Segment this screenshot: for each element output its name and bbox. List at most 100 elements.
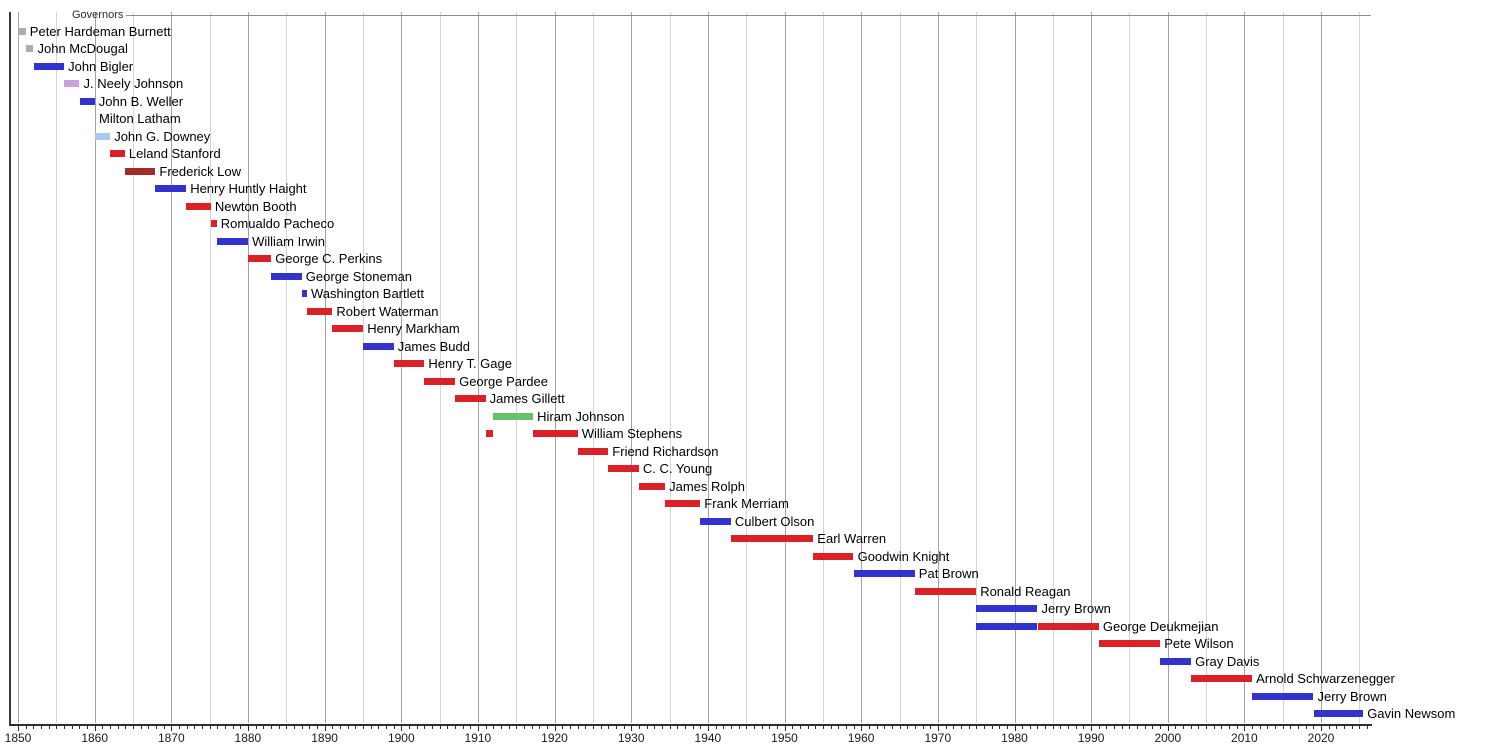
- term-bar: [33, 62, 65, 70]
- term-bar: [914, 587, 977, 595]
- governor-name-label: Hiram Johnson: [537, 408, 625, 424]
- grid-line-2000: [1167, 12, 1169, 723]
- governor-name-label: John McDougal: [37, 41, 128, 56]
- x-tick-label-1930: 1930: [617, 730, 645, 745]
- x-tick-label-2020: 2020: [1307, 730, 1335, 745]
- x-tick-1911: [485, 725, 487, 729]
- x-tick-2012: [1259, 725, 1261, 729]
- x-tick-2024: [1351, 725, 1353, 729]
- x-tick-1906: [447, 725, 449, 729]
- grid-line-1915: [516, 12, 518, 723]
- term-bar: [17, 27, 26, 35]
- term-bar: [492, 412, 533, 420]
- grid-line-2005: [1206, 12, 1208, 723]
- x-tick-1969: [930, 725, 932, 729]
- x-tick-1880: [247, 725, 249, 731]
- governor-name-label: Henry Huntly Haight: [190, 181, 307, 196]
- governor-name-label: Peter Hardeman Burnett: [29, 23, 171, 39]
- x-tick-1925: [592, 725, 594, 729]
- x-tick-1872: [186, 725, 188, 729]
- x-tick-1909: [470, 725, 472, 729]
- x-tick-1923: [577, 725, 579, 729]
- governor-name-label: Milton Latham: [99, 111, 181, 126]
- governor-name-label: John Bigler: [68, 58, 134, 74]
- term-bar: [124, 167, 156, 175]
- x-tick-2007: [1221, 725, 1223, 729]
- x-tick-1866: [140, 725, 142, 729]
- x-tick-1996: [1137, 725, 1139, 729]
- x-tick-1864: [125, 725, 127, 729]
- x-tick-1952: [799, 725, 801, 729]
- x-tick-1891: [332, 725, 334, 729]
- x-tick-1863: [117, 725, 119, 729]
- governor-name-label: Frank Merriam: [704, 496, 789, 511]
- term-bar: [155, 185, 187, 192]
- grid-line-1945: [746, 12, 748, 723]
- x-tick-1897: [378, 725, 380, 729]
- x-tick-1871: [179, 725, 180, 729]
- x-tick-1884: [278, 725, 280, 729]
- x-tick-2025: [1359, 725, 1361, 729]
- x-tick-2010: [1244, 725, 1246, 731]
- grid-line-1925: [592, 12, 594, 723]
- x-tick-1912: [493, 725, 495, 729]
- x-tick-1974: [968, 725, 970, 729]
- x-tick-1994: [1121, 725, 1123, 729]
- x-tick-1956: [830, 725, 832, 729]
- x-tick-1902: [416, 725, 418, 729]
- governor-name-label: James Budd: [397, 338, 470, 354]
- x-tick-1893: [347, 725, 349, 729]
- grid-line-1905: [439, 12, 441, 723]
- x-tick-1945: [746, 725, 748, 729]
- chart-title: Governors: [72, 9, 124, 21]
- grid-line-1970: [937, 12, 939, 723]
- x-tick-1990: [1091, 725, 1093, 731]
- x-tick-1982: [1029, 725, 1031, 729]
- term-bar: [976, 605, 1038, 612]
- term-bar: [638, 482, 665, 490]
- x-tick-1939: [700, 725, 702, 729]
- governor-name-label: Henry Markham: [367, 321, 460, 336]
- governor-name-label: George C. Perkins: [275, 251, 383, 266]
- x-tick-1928: [615, 725, 617, 729]
- governor-name-label: William Irwin: [252, 233, 326, 249]
- x-tick-1998: [1152, 725, 1154, 729]
- x-tick-1850: [18, 725, 19, 731]
- x-tick-1865: [133, 725, 134, 729]
- grid-line-1935: [669, 12, 671, 723]
- grid-line-1865: [133, 12, 134, 723]
- grid-line-1900: [401, 12, 403, 723]
- x-tick-label-1990: 1990: [1077, 730, 1105, 745]
- x-tick-2000: [1167, 725, 1169, 731]
- x-tick-1976: [983, 725, 985, 729]
- x-tick-1889: [316, 725, 318, 729]
- x-tick-1971: [945, 725, 947, 729]
- x-tick-label-1960: 1960: [847, 730, 875, 745]
- x-tick-1916: [523, 725, 525, 729]
- x-tick-1900: [401, 725, 403, 731]
- x-tick-1946: [753, 725, 755, 729]
- x-tick-1989: [1083, 725, 1085, 729]
- x-tick-1894: [355, 725, 357, 729]
- grid-line-1960: [861, 12, 863, 723]
- x-tick-2019: [1313, 725, 1315, 729]
- x-tick-2017: [1298, 725, 1300, 729]
- grid-line-1885: [286, 12, 288, 723]
- x-tick-2005: [1206, 725, 1208, 729]
- term-bar: [424, 377, 456, 385]
- grid-line-1875: [209, 12, 211, 723]
- x-tick-2004: [1198, 725, 1200, 729]
- governor-name-label: Gray Davis: [1195, 653, 1260, 669]
- governor-name-label: Robert Waterman: [336, 303, 439, 319]
- x-tick-1929: [623, 725, 625, 729]
- grid-line-1850: [18, 12, 19, 723]
- governor-name-label: Leland Stanford: [128, 146, 221, 161]
- x-tick-label-1920: 1920: [541, 730, 568, 745]
- x-tick-1999: [1160, 725, 1162, 729]
- grid-line-1910: [477, 12, 479, 723]
- x-tick-label-1870: 1870: [157, 730, 185, 745]
- x-tick-label-1910: 1910: [464, 730, 492, 745]
- x-tick-1855: [56, 725, 58, 729]
- term-bar: [1098, 640, 1161, 647]
